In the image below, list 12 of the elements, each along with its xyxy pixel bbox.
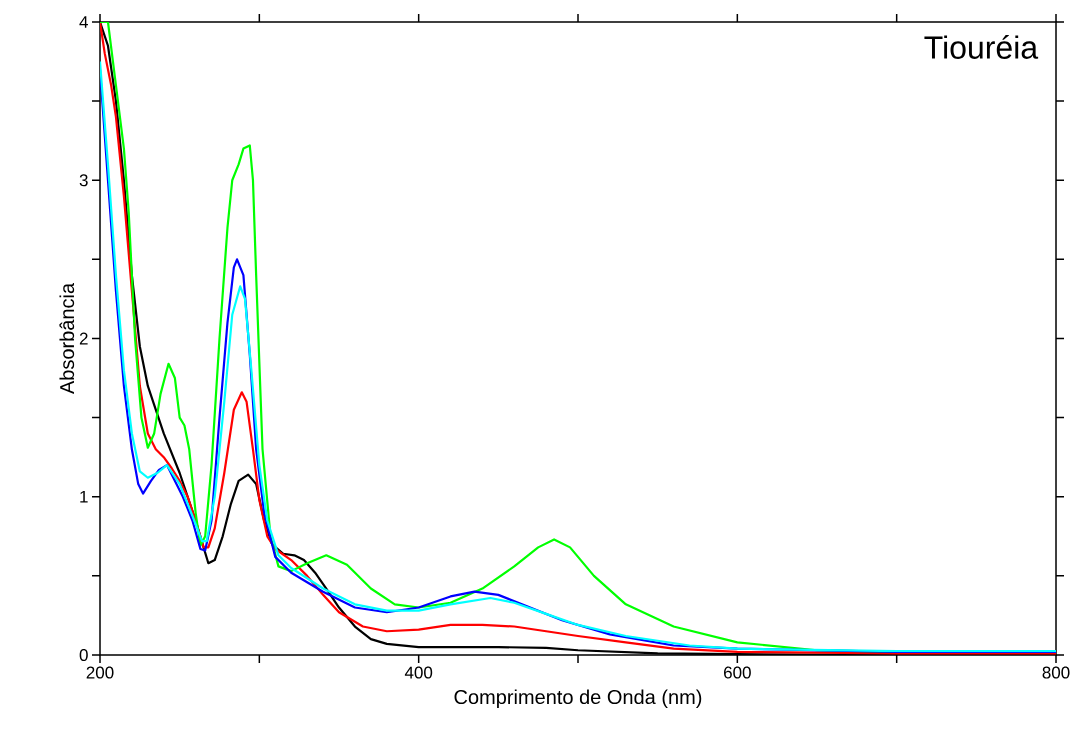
x-tick-label: 600	[724, 666, 751, 679]
y-tick-label: 3	[79, 174, 88, 187]
y-tick-label: 0	[79, 648, 88, 662]
x-tick-label: 200	[86, 666, 114, 679]
x-tick-label: 400	[404, 666, 433, 679]
x-axis-title: Comprimento de Onda (nm)	[454, 689, 702, 709]
y-tick-label: 4	[79, 16, 88, 28]
y-axis-title: Absorbância	[59, 282, 75, 395]
y-tick-label: 2	[79, 332, 88, 345]
chart-title: Tiouréia	[924, 35, 1039, 59]
x-tick-label: 800	[1042, 666, 1070, 679]
y-tick-label: 1	[80, 490, 88, 503]
